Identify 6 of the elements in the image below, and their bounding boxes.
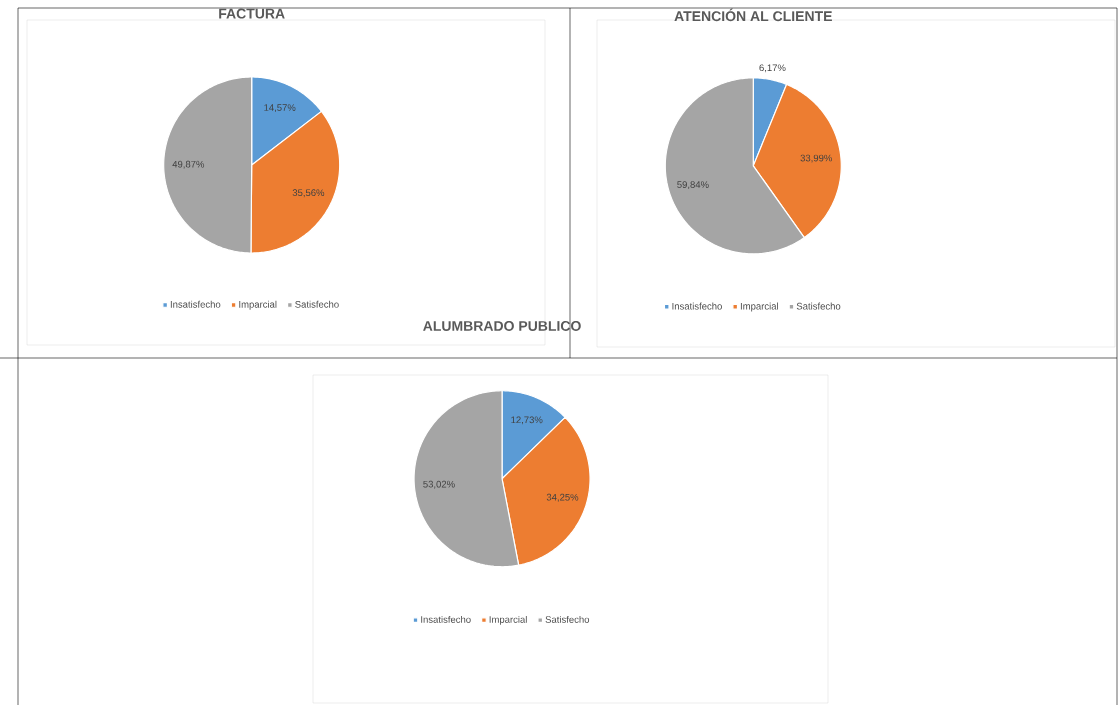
legend-label: Imparcial bbox=[489, 615, 527, 625]
legend-label: Insatisfecho bbox=[421, 615, 471, 623]
legend-label: Satisfecho bbox=[545, 615, 590, 623]
data-label: 34,25% bbox=[546, 493, 579, 502]
data-label: 53,02% bbox=[423, 480, 455, 489]
data-label: 12,73% bbox=[511, 416, 543, 425]
